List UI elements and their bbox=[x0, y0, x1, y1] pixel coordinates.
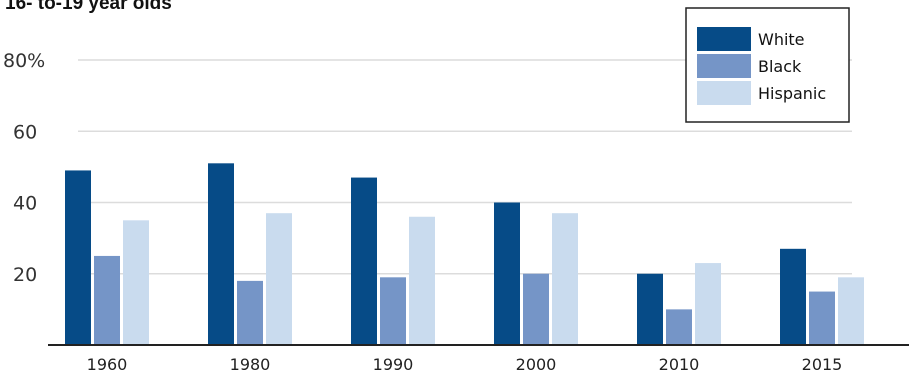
bar-hispanic bbox=[266, 213, 292, 345]
bar-hispanic bbox=[695, 263, 721, 345]
x-tick-label: 1980 bbox=[230, 355, 271, 374]
bar-hispanic bbox=[409, 216, 435, 345]
x-tick-label: 1990 bbox=[373, 355, 414, 374]
chart-title: 16- to-19 year olds bbox=[5, 0, 172, 14]
bar-white bbox=[65, 170, 91, 345]
bar-black bbox=[94, 255, 120, 345]
x-tick-label: 2000 bbox=[516, 355, 557, 374]
x-tick-label: 1960 bbox=[87, 355, 128, 374]
bar-white bbox=[351, 177, 377, 345]
bar-black bbox=[666, 309, 692, 345]
bar-white bbox=[208, 163, 234, 345]
bar-black bbox=[380, 277, 406, 345]
bar-black bbox=[809, 291, 835, 345]
x-tick-label: 2015 bbox=[802, 355, 843, 374]
bar-white bbox=[637, 273, 663, 345]
legend-label: Hispanic bbox=[758, 84, 826, 103]
legend-swatch bbox=[697, 27, 751, 51]
legend-label: Black bbox=[758, 57, 802, 76]
y-tick-label: 40 bbox=[13, 193, 37, 215]
legend-label: White bbox=[758, 30, 805, 49]
x-tick-label: 2010 bbox=[659, 355, 700, 374]
bar-hispanic bbox=[123, 220, 149, 345]
y-tick-label: 60 bbox=[13, 121, 37, 143]
bar-hispanic bbox=[838, 277, 864, 345]
bar-black bbox=[523, 273, 549, 345]
legend-swatch bbox=[697, 81, 751, 105]
bar-black bbox=[237, 280, 263, 345]
bar-white bbox=[494, 202, 520, 345]
bar-white bbox=[780, 248, 806, 345]
y-tick-label: 20 bbox=[13, 264, 37, 286]
y-tick-label: 80% bbox=[3, 50, 45, 72]
bar-hispanic bbox=[552, 213, 578, 345]
legend-swatch bbox=[697, 54, 751, 78]
